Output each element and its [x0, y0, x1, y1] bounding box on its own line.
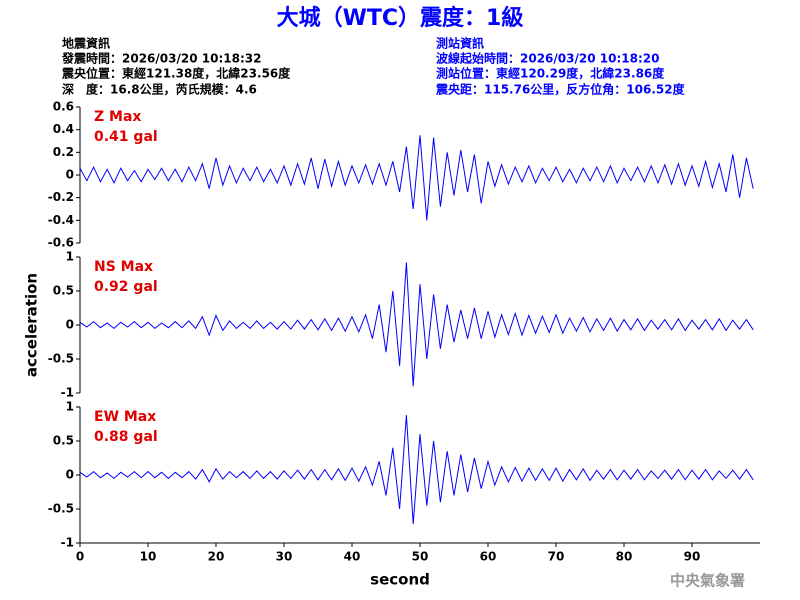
- x-tick-label: 40: [344, 550, 361, 564]
- chart-title: 大城（WTC）震度：1級: [277, 5, 524, 31]
- waveform: [79, 415, 754, 525]
- y-tick-label: -1: [61, 386, 74, 400]
- info-right: 震央距：115.76公里，反方位角：106.52度: [436, 82, 686, 97]
- x-axis-label: second: [370, 571, 430, 589]
- annotation: NS Max: [94, 259, 153, 275]
- annotation: 0.41 gal: [94, 129, 158, 145]
- y-axis-label: acceleration: [23, 273, 41, 377]
- annotation: EW Max: [94, 409, 156, 425]
- y-tick-label: 0: [66, 318, 74, 332]
- info-right: 測站位置：東經120.29度，北緯23.86度: [436, 66, 665, 81]
- info-left: 地震資訊: [62, 36, 110, 51]
- y-tick-label: 0: [66, 168, 74, 182]
- annotation: 0.88 gal: [94, 429, 158, 445]
- info-left: 震央位置：東經121.38度，北緯23.56度: [62, 66, 291, 81]
- y-tick-label: 1: [66, 400, 74, 414]
- x-tick-label: 20: [208, 550, 225, 564]
- y-tick-label: -0.4: [48, 213, 74, 227]
- x-tick-label: 90: [684, 550, 701, 564]
- info-left: 深 度：16.8公里，芮氏規模：4.6: [62, 82, 257, 97]
- y-tick-label: -0.5: [48, 352, 74, 366]
- info-left: 發震時間：2026/03/20 10:18:32: [61, 51, 261, 66]
- waveform: [79, 135, 754, 221]
- footer: 中央氣象署: [670, 572, 745, 590]
- x-tick-label: 10: [140, 550, 157, 564]
- y-tick-label: -0.6: [48, 236, 74, 250]
- y-tick-label: -1: [61, 536, 74, 550]
- y-tick-label: -0.5: [48, 502, 74, 516]
- y-tick-label: 0.2: [53, 145, 74, 159]
- x-tick-label: 80: [616, 550, 633, 564]
- annotation: 0.92 gal: [94, 279, 158, 295]
- y-tick-label: 0.6: [53, 100, 74, 114]
- x-tick-label: 0: [76, 550, 84, 564]
- y-tick-label: -0.2: [48, 190, 74, 204]
- annotation: Z Max: [94, 109, 141, 125]
- y-tick-label: 0: [66, 468, 74, 482]
- x-tick-label: 50: [412, 550, 429, 564]
- x-tick-label: 30: [276, 550, 293, 564]
- y-tick-label: 0.5: [53, 284, 74, 298]
- info-right: 測站資訊: [436, 36, 484, 51]
- waveform: [79, 262, 754, 387]
- x-tick-label: 70: [548, 550, 565, 564]
- y-tick-label: 1: [66, 250, 74, 264]
- info-right: 波線起始時間：2026/03/20 10:18:20: [436, 51, 659, 66]
- x-tick-label: 60: [480, 550, 497, 564]
- y-tick-label: 0.5: [53, 434, 74, 448]
- y-tick-label: 0.4: [53, 122, 74, 136]
